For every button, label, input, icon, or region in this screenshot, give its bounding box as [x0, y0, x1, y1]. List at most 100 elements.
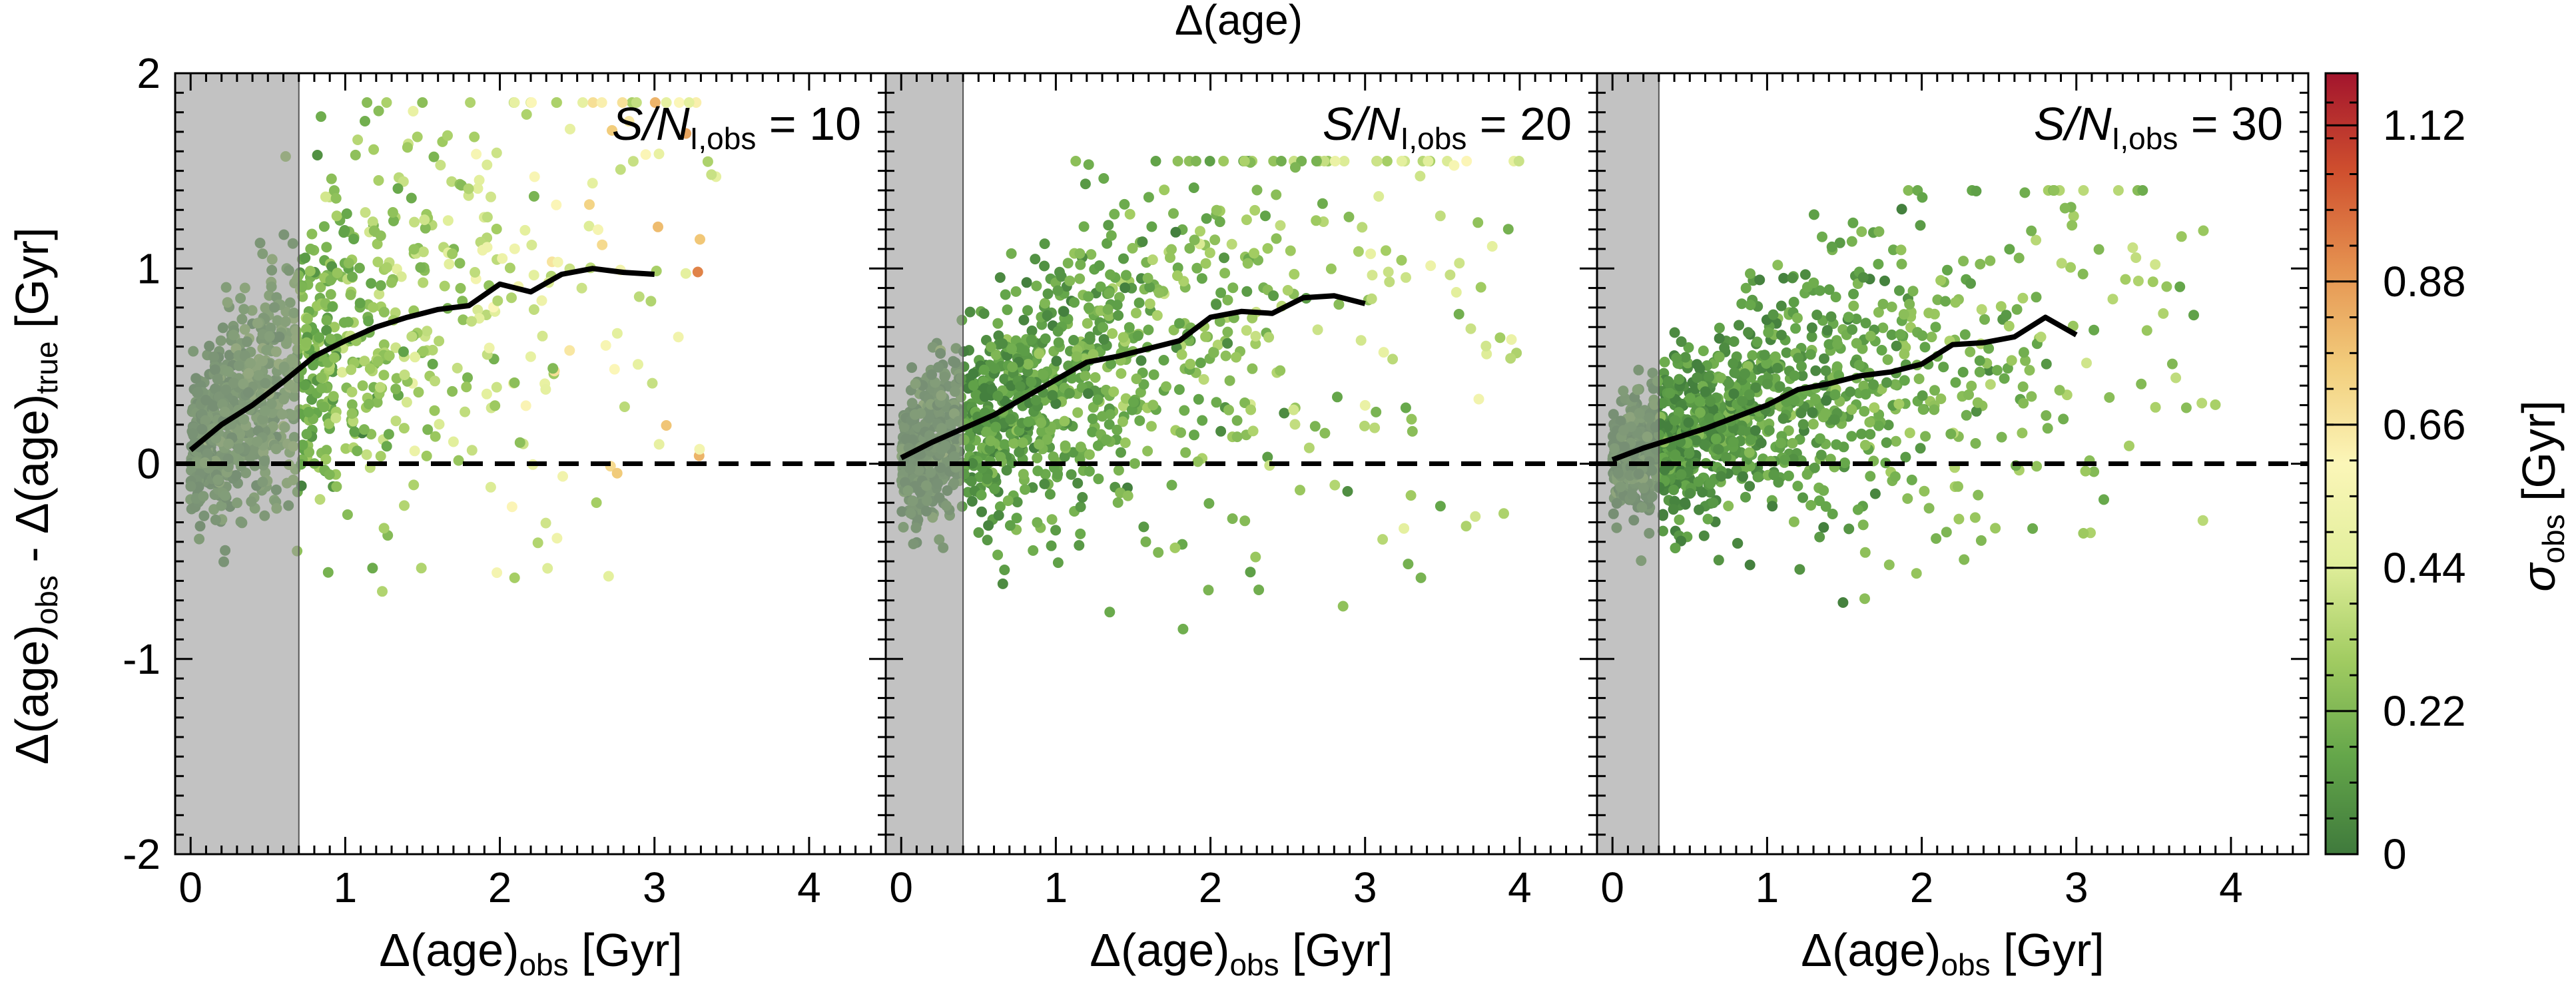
scatter-point [2124, 440, 2134, 451]
scatter-point [1713, 555, 1724, 566]
scatter-point [408, 479, 420, 491]
scatter-point [979, 391, 990, 402]
figure-title: Δ(age) [1175, 0, 1303, 44]
scatter-point [1919, 342, 1931, 353]
scatter-point [314, 494, 326, 505]
scatter-point [1888, 244, 1899, 256]
scatter-point [1729, 367, 1740, 378]
scatter-point [378, 339, 390, 350]
scatter-point [1851, 338, 1862, 349]
scatter-point [1247, 363, 1258, 374]
scatter-point [504, 262, 515, 274]
scatter-point [1876, 345, 1887, 356]
scatter-point [1929, 404, 1940, 415]
scatter-point [1938, 362, 1949, 373]
scatter-point [1724, 377, 1734, 389]
scatter-point [1106, 358, 1117, 370]
scatter-point [1177, 623, 1189, 634]
scatter-point [1383, 266, 1394, 278]
scatter-point [428, 151, 440, 162]
scatter-point [1068, 335, 1080, 346]
scatter-point [611, 467, 623, 479]
scatter-point [2024, 365, 2035, 376]
scatter-point [1112, 424, 1123, 435]
scatter-point [1203, 498, 1215, 509]
scatter-point [346, 408, 358, 419]
scatter-point [373, 175, 384, 186]
scatter-point [320, 191, 331, 202]
scatter-point [615, 164, 626, 175]
scatter-point [1039, 238, 1050, 250]
scatter-point [1775, 300, 1787, 312]
y-label-sub1: obs [29, 575, 64, 624]
scatter-point [1670, 543, 1681, 554]
scatter-point [1131, 373, 1142, 384]
scatter-point [1121, 270, 1131, 281]
scatter-point [1050, 525, 1062, 536]
scatter-point [1075, 259, 1086, 270]
scatter-point [1805, 500, 1817, 511]
scatter-point [448, 436, 459, 447]
scatter-point [1825, 311, 1837, 322]
scatter-point [1104, 288, 1115, 299]
scatter-point [1337, 601, 1349, 612]
scatter-point [1745, 300, 1756, 310]
scatter-point [1945, 428, 1957, 439]
scatter-point [1953, 513, 1965, 525]
scatter-point [422, 326, 433, 337]
scatter-point [1022, 359, 1034, 370]
scatter-point [1505, 353, 1516, 364]
scatter-point [378, 370, 390, 381]
scatter-point [999, 439, 1010, 450]
scatter-point [1127, 242, 1138, 254]
scatter-point [1829, 414, 1840, 425]
scatter-point [2089, 466, 2100, 477]
scatter-point [1694, 407, 1706, 418]
scatter-point [1670, 415, 1681, 426]
scatter-point [1227, 513, 1238, 524]
scatter-point [375, 280, 386, 291]
scatter-point [1054, 266, 1065, 278]
scatter-point [976, 489, 987, 501]
scatter-point [1940, 296, 1951, 307]
scatter-point [964, 306, 976, 318]
scatter-point [1060, 440, 1071, 451]
scatter-point [1900, 451, 1911, 463]
scatter-point [1078, 221, 1090, 232]
scatter-point [1879, 275, 1890, 286]
scatter-point [2017, 427, 2028, 439]
scatter-point [345, 289, 356, 300]
scatter-point [1704, 413, 1715, 424]
scatter-point [1966, 380, 1977, 391]
scatter-point [1808, 209, 1819, 220]
scatter-point [1810, 393, 1821, 405]
scatter-point [2120, 274, 2131, 285]
scatter-point [653, 439, 665, 450]
scatter-point [640, 149, 651, 160]
scatter-point [2081, 358, 2092, 369]
scatter-point [325, 274, 336, 286]
scatter-point [1480, 340, 1492, 352]
scatter-point [368, 144, 380, 155]
scatter-point [1108, 386, 1120, 397]
scatter-point [1101, 434, 1112, 445]
scatter-point [540, 383, 551, 395]
scatter-point [2026, 225, 2037, 236]
scatter-point [577, 97, 588, 108]
scatter-point [2158, 308, 2169, 319]
scatter-point [519, 224, 531, 236]
scatter-point [1676, 336, 1687, 348]
scatter-point [447, 385, 458, 397]
scatter-point [1999, 373, 2010, 384]
scatter-point [1080, 178, 1091, 190]
scatter-point [1190, 156, 1201, 166]
scatter-point [1777, 413, 1789, 424]
scatter-point [1498, 508, 1509, 519]
scatter-point [1406, 413, 1417, 425]
scatter-point [1744, 559, 1756, 571]
scatter-point [989, 363, 1000, 374]
scatter-point [2067, 220, 2078, 231]
scatter-point [1147, 399, 1159, 411]
scatter-point [597, 239, 608, 250]
scatter-point [1781, 347, 1792, 358]
